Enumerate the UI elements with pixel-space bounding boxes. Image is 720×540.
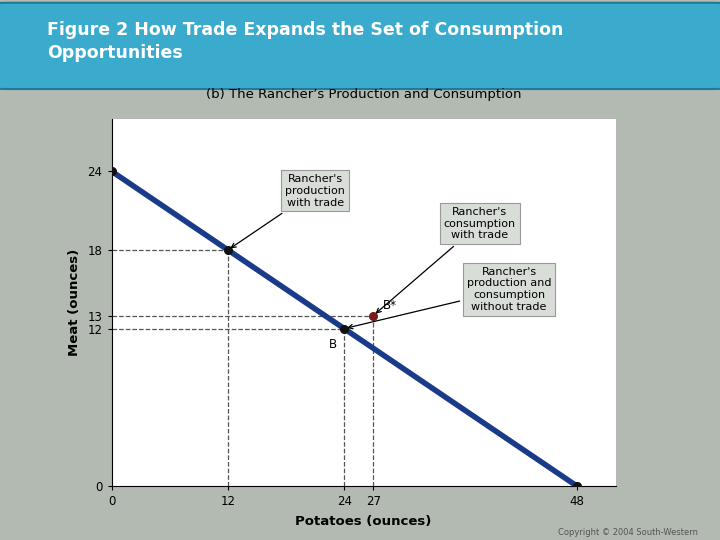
Text: Copyright © 2004 South-Western: Copyright © 2004 South-Western <box>559 528 698 537</box>
Text: Rancher's
consumption
with trade: Rancher's consumption with trade <box>377 207 516 313</box>
Text: Rancher's
production
with trade: Rancher's production with trade <box>231 174 345 248</box>
Text: Figure 2 How Trade Expands the Set of Consumption
Opportunities: Figure 2 How Trade Expands the Set of Co… <box>47 21 563 62</box>
Text: Rancher's
production and
consumption
without trade: Rancher's production and consumption wit… <box>348 267 552 329</box>
FancyBboxPatch shape <box>0 3 720 89</box>
Text: B: B <box>328 338 337 352</box>
Y-axis label: Meat (ounces): Meat (ounces) <box>68 249 81 356</box>
Text: B*: B* <box>383 299 397 312</box>
Text: (b) The Rancher’s Production and Consumption: (b) The Rancher’s Production and Consump… <box>206 88 521 101</box>
X-axis label: Potatoes (ounces): Potatoes (ounces) <box>295 515 432 528</box>
